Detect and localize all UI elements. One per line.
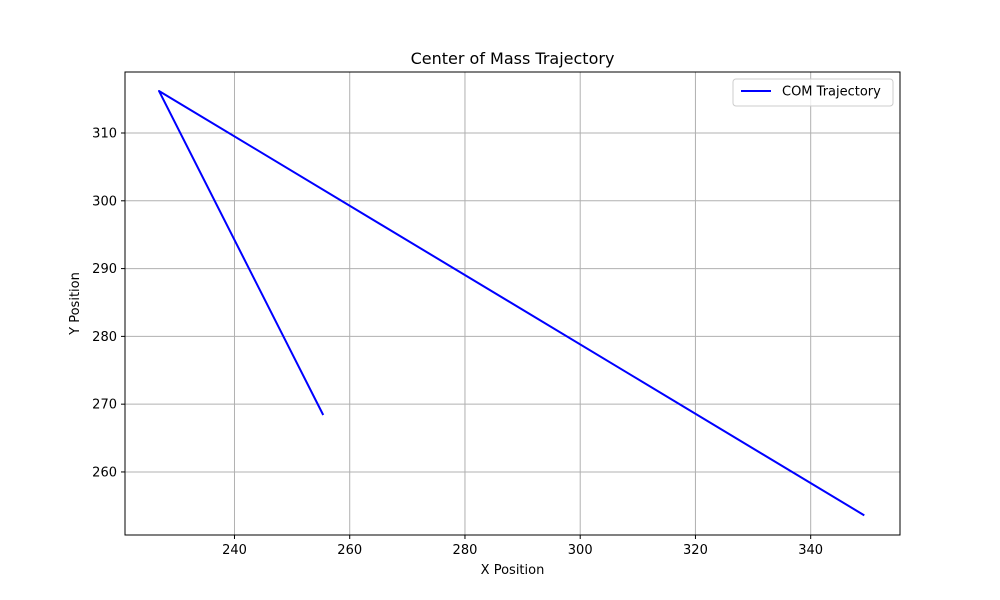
x-tick-label: 260: [337, 543, 362, 558]
legend-box: [732, 78, 894, 107]
series-line: [158, 89, 865, 517]
x-tick-label: 300: [568, 543, 593, 558]
y-tick-label: 310: [92, 127, 117, 142]
x-tick-label: 340: [798, 543, 823, 558]
ticks: 240 260 280 300 320 340 260 270 280 290 300 310: [92, 127, 823, 558]
x-tick-label: 240: [222, 543, 247, 558]
x-axis-label: X Position: [481, 563, 545, 578]
legend-label: COM Trajectory: [782, 85, 881, 100]
x-tick-label: 280: [453, 543, 478, 558]
legend: COM Trajectory: [732, 78, 894, 107]
y-tick-label: 290: [92, 262, 117, 277]
y-axis-label: Y Position: [68, 272, 83, 336]
plot-frame: [124, 71, 901, 536]
series-layer: [158, 89, 865, 517]
y-tick-label: 270: [92, 398, 117, 413]
y-tick-label: 280: [92, 330, 117, 345]
grid: [125, 72, 900, 535]
y-tick-label: 300: [92, 194, 117, 209]
x-tick-label: 320: [683, 543, 708, 558]
chart-title: Center of Mass Trajectory: [411, 49, 615, 68]
y-tick-label: 260: [92, 465, 117, 480]
